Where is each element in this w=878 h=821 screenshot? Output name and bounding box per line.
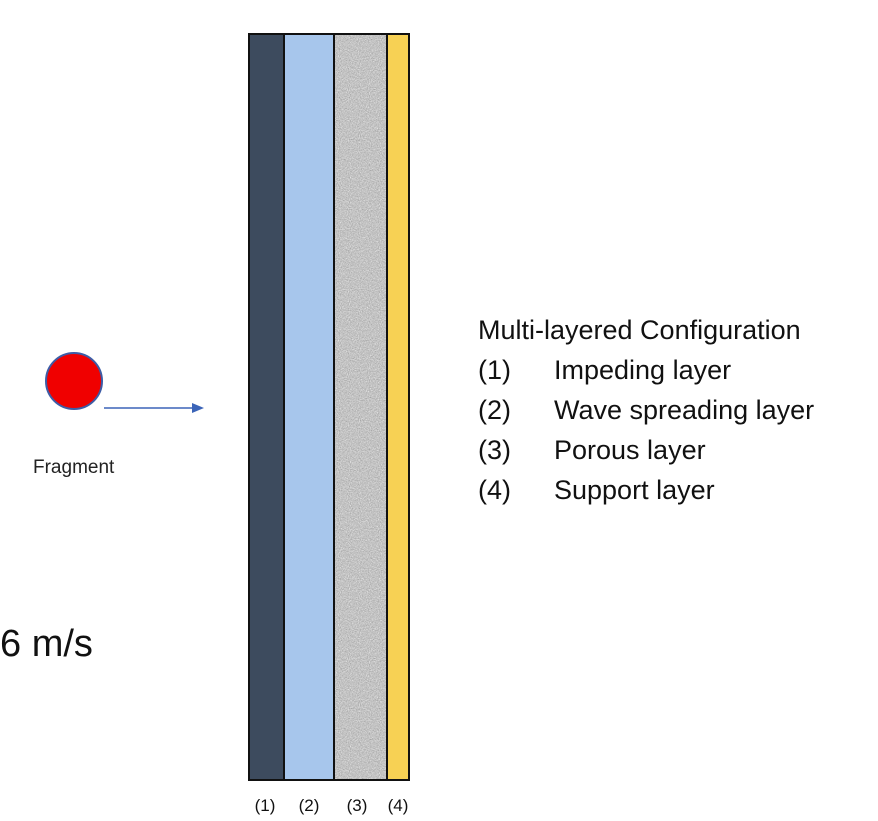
legend-item: (3) Porous layer	[478, 430, 801, 470]
layer-label-3: (3)	[346, 796, 368, 815]
legend-item-text: Wave spreading layer	[554, 395, 815, 425]
legend-item-text: Porous layer	[554, 435, 706, 465]
legend-title: Multi-layered Configuration	[478, 315, 801, 345]
fragment-label: Fragment	[33, 457, 115, 478]
legend-item: (4) Support layer	[478, 470, 801, 510]
layer-label-4: (4)	[387, 796, 409, 815]
layer-label-1: (1)	[254, 796, 276, 815]
legend-item-text: Support layer	[554, 475, 715, 505]
legend-item-number: (1)	[478, 355, 511, 385]
velocity-label: 6 m/s	[0, 623, 93, 665]
wave-spreading-layer	[283, 33, 335, 781]
legend-item-number: (3)	[478, 435, 511, 465]
legend-item: (1) Impeding layer	[478, 350, 801, 390]
legend: Multi-layered Configuration (1) Impeding…	[478, 310, 814, 510]
porous-texture	[335, 35, 386, 779]
fragment-circle	[45, 352, 103, 410]
legend-item-text: Impeding layer	[554, 355, 732, 385]
support-layer	[386, 33, 410, 781]
impeding-layer	[248, 33, 285, 781]
legend-item-number: (4)	[478, 475, 511, 505]
layer-stack	[248, 33, 410, 781]
layer-label-2: (2)	[298, 796, 320, 815]
porous-layer	[333, 33, 388, 781]
impact-arrow	[104, 403, 204, 413]
legend-item: (2) Wave spreading layer	[478, 390, 814, 430]
legend-item-number: (2)	[478, 395, 511, 425]
